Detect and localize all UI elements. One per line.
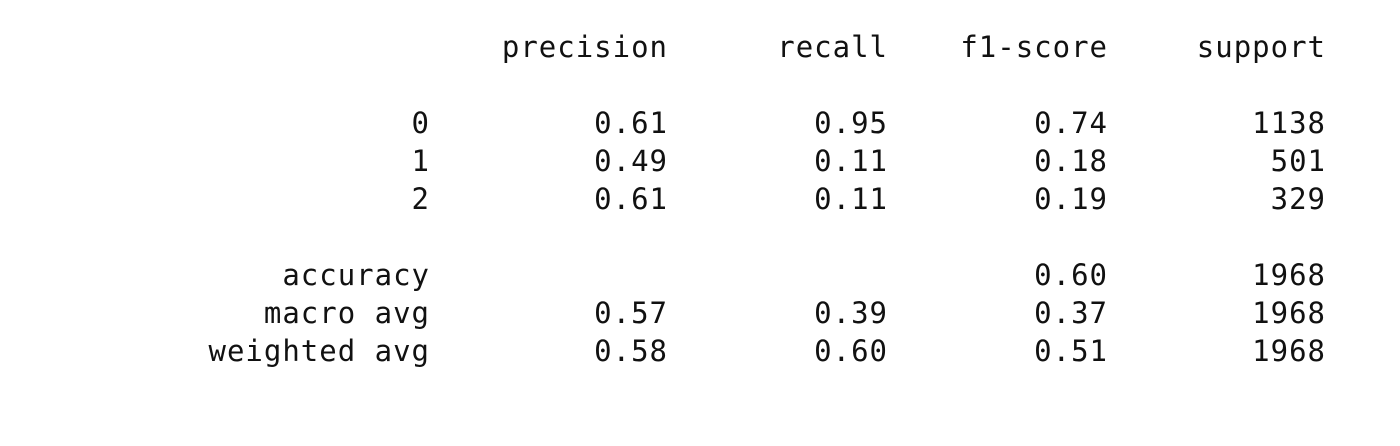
class-row-2: 2 0.61 0.11 0.19 329 [0, 180, 1400, 218]
row-label: 0 [411, 106, 430, 140]
class-row-0: 0 0.61 0.95 0.74 1138 [0, 104, 1400, 142]
row-label: macro avg [263, 296, 430, 330]
row-label: 2 [411, 182, 430, 216]
accuracy-row: accuracy 0.60 1968 [0, 256, 1400, 294]
recall-value: 0.60 [814, 334, 888, 368]
row-label: weighted avg [208, 334, 430, 368]
recall-value: 0.95 [814, 106, 888, 140]
row-label: accuracy [282, 258, 430, 292]
header-f1-score: f1-score [960, 30, 1108, 64]
f1-value: 0.74 [1034, 106, 1108, 140]
support-value: 329 [1270, 182, 1326, 216]
weighted-avg-row: weighted avg 0.58 0.60 0.51 1968 [0, 332, 1400, 370]
f1-value: 0.18 [1034, 144, 1108, 178]
f1-value: 0.37 [1034, 296, 1108, 330]
recall-value: 0.39 [814, 296, 888, 330]
header-row: precision recall f1-score support [0, 28, 1400, 66]
f1-value: 0.60 [1034, 258, 1108, 292]
row-label: 1 [411, 144, 430, 178]
support-value: 1138 [1252, 106, 1326, 140]
precision-value: 0.58 [594, 334, 668, 368]
header-precision: precision [501, 30, 668, 64]
precision-value: 0.49 [594, 144, 668, 178]
recall-value: 0.11 [814, 144, 888, 178]
support-value: 1968 [1252, 334, 1326, 368]
class-row-1: 1 0.49 0.11 0.18 501 [0, 142, 1400, 180]
precision-value: 0.61 [594, 106, 668, 140]
f1-value: 0.51 [1034, 334, 1108, 368]
support-value: 1968 [1252, 296, 1326, 330]
macro-avg-row: macro avg 0.57 0.39 0.37 1968 [0, 294, 1400, 332]
support-value: 1968 [1252, 258, 1326, 292]
header-support: support [1196, 30, 1326, 64]
precision-value: 0.57 [594, 296, 668, 330]
recall-value: 0.11 [814, 182, 888, 216]
support-value: 501 [1270, 144, 1326, 178]
header-recall: recall [777, 30, 888, 64]
precision-value: 0.61 [594, 182, 668, 216]
f1-value: 0.19 [1034, 182, 1108, 216]
